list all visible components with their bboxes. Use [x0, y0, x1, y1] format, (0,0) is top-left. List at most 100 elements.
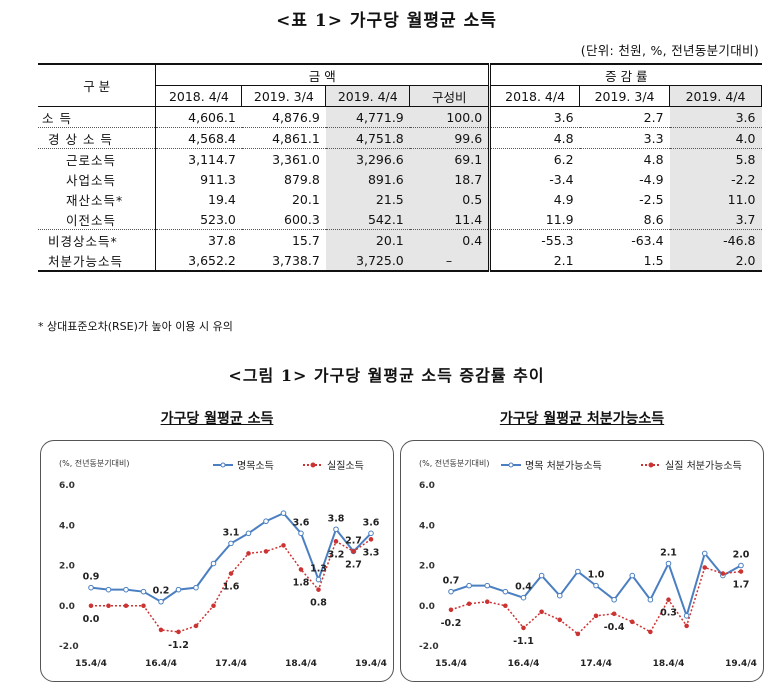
table-cell: 4.0 [669, 127, 762, 149]
data-label: 3.1 [223, 527, 240, 538]
subheader-cell: 2019. 3/4 [579, 85, 671, 107]
table-cell: -2.2 [669, 169, 762, 189]
table-cell: 20.1 [291, 191, 320, 207]
legend-label: 명목 처분가능소득 [525, 460, 602, 472]
table-row: 처분가능소득 3,652.2 3,738.7 3,725.0– 2.1 1.5 2.0 [38, 250, 762, 271]
table-cell: 600.3 [284, 211, 320, 227]
row-label: 이전소득 [38, 209, 157, 230]
table-cell: 542.1 [325, 209, 410, 230]
legend-marker [648, 462, 654, 468]
header-category: 구 분 [38, 64, 157, 107]
subheader-cell: 2018. 4/4 [489, 85, 581, 107]
chart-ytick-label: 0.0 [59, 602, 75, 612]
data-label: 0.4 [515, 582, 532, 593]
table-cell: 3,361.0 [272, 151, 320, 167]
data-point [466, 601, 472, 607]
table-cell: -55.3 [541, 232, 574, 248]
data-label: 0.7 [443, 576, 460, 587]
legend-label: 실질소득 [327, 460, 364, 472]
row-label: 처분가능소득 [38, 250, 157, 271]
data-label: 1.7 [733, 580, 750, 591]
data-point [629, 572, 636, 579]
chart-ytick-label: 6.0 [419, 481, 435, 491]
data-point [105, 586, 112, 593]
table-cell: 3,725.0 [325, 250, 410, 271]
legend-label: 실질 처분가능소득 [665, 460, 742, 472]
table-cell: -63.4 [631, 232, 664, 248]
data-label: 1.6 [223, 582, 240, 593]
data-point [448, 588, 454, 595]
data-point [123, 586, 129, 593]
table-cell: 5.8 [669, 148, 762, 169]
table-cell: 11.0 [669, 189, 762, 209]
data-label: -1.1 [513, 636, 534, 647]
data-point [158, 627, 164, 633]
table-cell: 2.0 [669, 250, 762, 271]
data-label: -0.4 [604, 622, 625, 633]
data-point [281, 543, 286, 548]
table-title: <표 1> 가구당 월평균 소득 [276, 11, 497, 31]
data-point [683, 613, 690, 619]
data-point [521, 625, 526, 631]
data-label: -1.2 [168, 640, 189, 651]
table-cell: 0.5 [409, 189, 492, 209]
data-point [738, 569, 744, 574]
table-cell: – [409, 250, 492, 271]
data-point [158, 598, 164, 605]
data-point [701, 550, 708, 557]
table-row: 소 득 4,606.1 4,876.9 4,771.9 100.0 3.6 2.7 3.6 [38, 106, 762, 128]
data-point [575, 568, 581, 575]
income-table: 구 분 금 액 증 감 률 2018. 4/4 2019. 3/4 2019. 4/… [38, 63, 762, 272]
table-cell: 911.3 [200, 171, 236, 187]
table-note: * 상대표준오차(RSE)가 높아 이용 시 유의 [38, 320, 233, 333]
table-cell: 4,861.1 [272, 130, 320, 146]
table-cell: 4,876.9 [272, 109, 320, 125]
table-cell: 11.4 [409, 209, 492, 230]
data-point [263, 518, 269, 525]
table-cell: 3,296.6 [325, 148, 410, 169]
table-unit: (단위: 천원, %, 전년동분기대비) [580, 43, 759, 58]
subheader-cell: 2019. 4/4 [669, 85, 762, 107]
data-point [484, 582, 491, 589]
data-point [245, 530, 252, 537]
chart-xtick-label: 19.4/4 [355, 659, 387, 669]
table-cell: 879.8 [284, 171, 320, 187]
data-point [316, 587, 321, 592]
chart-xtick-label: 15.4/4 [75, 659, 107, 669]
chart-xtick-label: 19.4/4 [725, 659, 757, 669]
table-cell: 19.4 [208, 191, 236, 207]
data-label: 3.8 [328, 513, 345, 524]
chart-ytick-label: -2.0 [59, 642, 79, 652]
table-cell: 18.7 [409, 169, 492, 189]
data-point [315, 576, 322, 583]
subheader-cell: 2018. 4/4 [155, 85, 243, 107]
data-label: 0.2 [153, 586, 170, 597]
data-point [88, 603, 94, 609]
table-cell: 4,771.9 [325, 106, 410, 128]
header-growth: 증 감 률 [489, 64, 762, 86]
chart1-svg: (%, 전년동분기대비) 6.0 4.0 2.0 0.0 -2.0 15.4/4 16.4/4… [59, 458, 387, 669]
data-point [298, 567, 304, 572]
table-cell: -2.5 [639, 191, 664, 207]
table-cell: 3.3 [643, 130, 664, 146]
data-point [684, 623, 689, 629]
data-point [193, 623, 199, 629]
data-point [298, 530, 304, 537]
legend-marker [508, 462, 514, 468]
data-label: 3.6 [293, 517, 310, 528]
data-point [448, 607, 454, 613]
figure-title: <그림 1> 가구당 월평균 소득 증감률 추이 [228, 366, 545, 385]
row-label: 근로소득 [38, 148, 157, 169]
table-cell: 3.6 [669, 106, 762, 128]
row-label: 소 득 [38, 106, 157, 128]
data-point [503, 603, 508, 609]
row-label: 재산소득* [38, 189, 157, 209]
table-cell: 4,606.1 [188, 109, 236, 125]
data-point [466, 582, 472, 589]
chart-xtick-label: 18.4/4 [285, 659, 317, 669]
data-point [538, 572, 545, 579]
data-point [280, 510, 287, 516]
data-label: 2.0 [733, 550, 750, 561]
data-label: 2.7 [345, 559, 362, 570]
table-cell: 2.1 [553, 252, 574, 268]
